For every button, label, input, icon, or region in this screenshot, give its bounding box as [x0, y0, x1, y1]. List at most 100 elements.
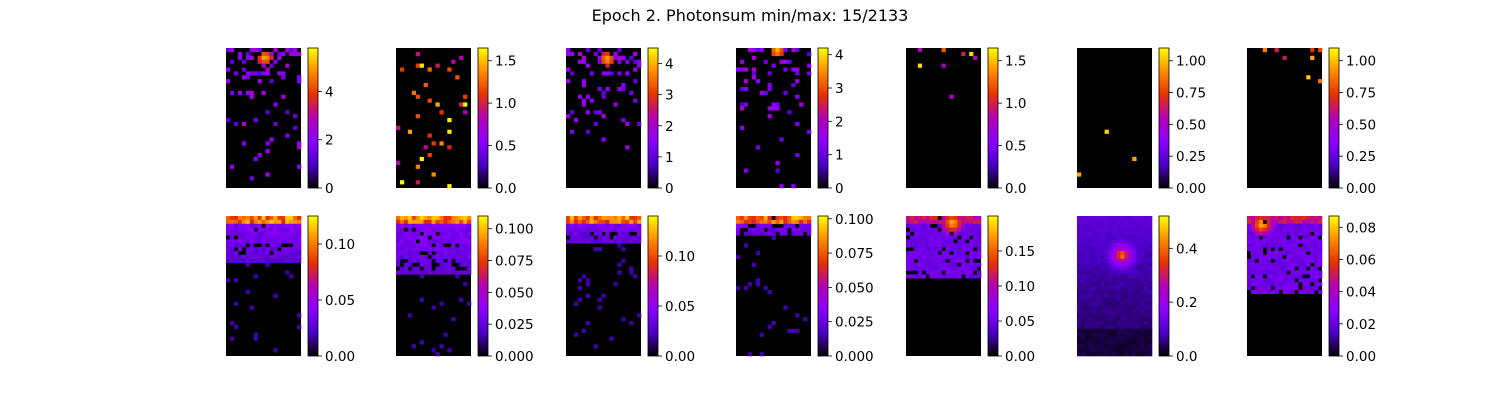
heatmap-cell — [909, 227, 915, 232]
heatmap-cell — [285, 254, 290, 260]
heatmap-cell — [297, 243, 302, 248]
heatmap-cell — [269, 55, 274, 60]
heatmap-cell — [961, 247, 966, 252]
heatmap-cell — [1148, 231, 1153, 236]
heatmap-cell — [447, 145, 452, 150]
heatmap-cell — [1077, 247, 1082, 252]
heatmap-cell — [953, 251, 958, 256]
heatmap-cell — [1314, 231, 1319, 236]
heatmap-cell — [229, 321, 235, 326]
heatmap-cell — [459, 235, 464, 240]
heatmap-cell — [929, 231, 934, 236]
heatmap-cell — [1270, 231, 1275, 236]
heatmap-cell — [1124, 321, 1129, 326]
heatmap-cell — [1302, 247, 1307, 252]
colorbar-tick-label: 1.00 — [1346, 54, 1376, 70]
heatmap-cell — [933, 219, 938, 225]
heatmap-cell — [1080, 289, 1086, 295]
heatmap-cell — [1140, 344, 1145, 349]
heatmap-cell — [233, 254, 239, 260]
heatmap-cell — [399, 235, 405, 240]
heatmap-cell — [1144, 336, 1149, 341]
heatmap-cell — [597, 110, 602, 115]
heatmap-cell — [241, 75, 247, 80]
heatmap-cell — [961, 243, 966, 248]
heatmap-cell — [396, 219, 401, 225]
heatmap-cell — [467, 216, 472, 221]
heatmap-cell — [1108, 262, 1113, 267]
heatmap-cell — [1092, 227, 1098, 232]
heatmap-cell — [1084, 262, 1090, 267]
heatmap-cell — [637, 63, 642, 68]
heatmap-cell — [1104, 309, 1109, 314]
heatmap-cell — [1084, 332, 1090, 337]
heatmap-cell — [233, 251, 239, 256]
heatmap-cell — [1144, 266, 1149, 271]
heatmap-cell — [759, 231, 764, 236]
heatmap-cell — [1092, 251, 1098, 256]
heatmap-cell — [1294, 247, 1299, 252]
heatmap-cell — [435, 243, 440, 248]
heatmap-cell — [1092, 336, 1098, 341]
heatmap-cell — [411, 247, 417, 252]
colorbar-tick-label: 0.075 — [495, 254, 534, 270]
heatmap-cell — [969, 51, 974, 57]
heatmap-cell — [1132, 231, 1137, 236]
heatmap-cell — [569, 129, 575, 134]
heatmap-cell — [241, 235, 247, 240]
heatmap-cell — [759, 219, 764, 225]
heatmap-cell — [1124, 317, 1129, 322]
heatmap-cell — [245, 75, 250, 80]
heatmap-cell — [747, 352, 753, 357]
heatmap-cell — [1132, 219, 1137, 225]
heatmap-cell — [961, 258, 966, 263]
heatmap-cell — [945, 219, 950, 225]
heatmap-cell — [1140, 216, 1145, 221]
heatmap-cell — [233, 216, 239, 221]
heatmap-cell — [1290, 243, 1295, 248]
heatmap-cell — [1282, 262, 1287, 267]
heatmap-cell — [423, 235, 428, 240]
heatmap-cell — [625, 231, 630, 236]
heatmap-cell — [909, 235, 915, 240]
heatmap-cell — [1247, 278, 1252, 283]
heatmap-cell — [1148, 352, 1153, 357]
heatmap-cell — [289, 231, 294, 236]
heatmap-cell — [1258, 219, 1264, 225]
heatmap-cell — [253, 274, 258, 279]
heatmap-cell — [241, 219, 247, 225]
heatmap-cell — [1092, 317, 1098, 322]
heatmap-cell — [1286, 289, 1291, 295]
heatmap-cell — [1148, 223, 1153, 228]
heatmap-cell — [1124, 247, 1129, 252]
heatmap-cell — [921, 219, 927, 225]
heatmap-cell — [633, 67, 638, 72]
heatmap-cell — [1302, 235, 1307, 240]
heatmap-cell — [629, 219, 634, 225]
heatmap-cell — [1080, 278, 1086, 283]
heatmap-cell — [297, 79, 302, 84]
heatmap-cell — [1096, 321, 1101, 326]
heatmap-cell — [1132, 332, 1137, 337]
heatmap-cell — [1294, 262, 1299, 267]
heatmap-cell — [1278, 286, 1283, 291]
heatmap-cell — [593, 51, 598, 57]
colorbar-tick-label: 0.05 — [665, 299, 695, 315]
heatmap-cell — [767, 106, 772, 111]
heatmap-cell — [569, 239, 575, 244]
heatmap-cell — [285, 110, 290, 115]
heatmap-cell — [297, 164, 302, 169]
heatmap-cell — [1084, 282, 1090, 287]
heatmap-cell — [1254, 262, 1260, 267]
heatmap-cell — [403, 254, 409, 260]
heatmap-cell — [249, 251, 254, 256]
heatmap-cell — [1120, 223, 1125, 228]
heatmap-cell — [767, 227, 772, 232]
heatmap-cell — [617, 231, 622, 236]
heatmap-cell — [226, 227, 231, 232]
heatmap-cell — [597, 239, 602, 244]
heatmap-cell — [411, 243, 417, 248]
heatmap-cell — [937, 219, 942, 225]
heatmap-cell — [451, 270, 456, 275]
heatmap-cell — [1250, 223, 1256, 228]
